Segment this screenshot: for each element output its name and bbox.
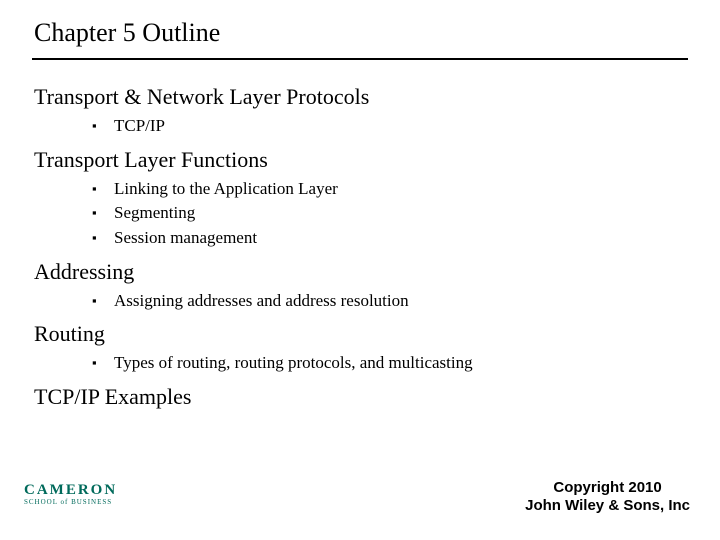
section-heading: Transport Layer Functions [34, 147, 688, 173]
logo-sub-text: SCHOOL of BUSINESS [24, 498, 117, 506]
title-rule [32, 58, 688, 60]
slide: Chapter 5 Outline Transport & Network La… [0, 0, 720, 540]
section-bullets: Assigning addresses and address resoluti… [32, 289, 688, 314]
footer-copyright: Copyright 2010 John Wiley & Sons, Inc [525, 479, 690, 517]
copyright-line: John Wiley & Sons, Inc [525, 497, 690, 516]
footer-logo: CAMERON SCHOOL of BUSINESS [24, 481, 117, 506]
section-bullets: TCP/IP [32, 114, 688, 139]
section-bullets: Types of routing, routing protocols, and… [32, 351, 688, 376]
section-heading: Transport & Network Layer Protocols [34, 84, 688, 110]
copyright-line: Copyright 2010 [525, 479, 690, 498]
slide-title: Chapter 5 Outline [34, 18, 688, 48]
bullet-item: Segmenting [92, 201, 688, 226]
bullet-item: Assigning addresses and address resoluti… [92, 289, 688, 314]
logo-main-text: CAMERON [24, 482, 117, 498]
bullet-item: Session management [92, 226, 688, 251]
section-heading: Routing [34, 321, 688, 347]
bullet-item: Linking to the Application Layer [92, 177, 688, 202]
section-bullets: Linking to the Application Layer Segment… [32, 177, 688, 251]
bullet-item: TCP/IP [92, 114, 688, 139]
section-heading: TCP/IP Examples [34, 384, 688, 410]
section-heading: Addressing [34, 259, 688, 285]
bullet-item: Types of routing, routing protocols, and… [92, 351, 688, 376]
